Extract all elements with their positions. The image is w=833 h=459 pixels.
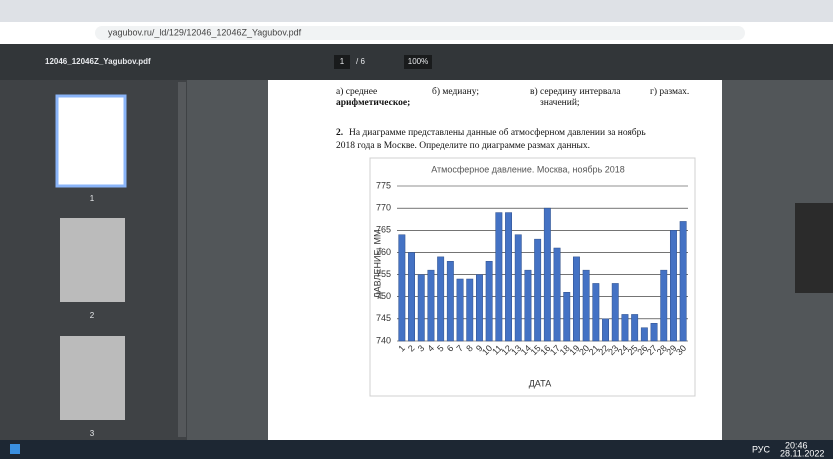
- thumbnail[interactable]: [60, 336, 125, 420]
- bar: [544, 208, 550, 341]
- bar: [515, 235, 521, 341]
- question-text: На диаграмме представлены данные об атмо…: [349, 127, 646, 138]
- language[interactable]: РУС: [752, 444, 771, 454]
- date[interactable]: 28.11.2022: [780, 448, 824, 458]
- file-name: 12046_12046Z_Yagubov.pdf: [45, 57, 151, 66]
- question-text: 2018 года в Москве. Определите по диагра…: [336, 141, 590, 151]
- y-tick-label: 755: [376, 269, 391, 279]
- bar: [476, 275, 482, 341]
- y-tick-label: 745: [376, 313, 391, 323]
- bar: [593, 283, 599, 341]
- thumbnail-label: 1: [90, 194, 95, 203]
- y-tick-label: 765: [376, 225, 391, 235]
- bar: [631, 314, 637, 341]
- url[interactable]: yagubov.ru/_ld/129/12046_12046Z_Yagubov.…: [108, 27, 302, 37]
- thumbnail[interactable]: [60, 218, 125, 302]
- page-count: / 6: [356, 57, 365, 66]
- thumbnail-label: 2: [90, 311, 95, 320]
- option: в) середину интервала: [530, 86, 621, 97]
- bar: [622, 314, 628, 341]
- x-axis-label: ДАТА: [529, 378, 552, 388]
- chart-title: Атмосферное давление. Москва, ноябрь 201…: [431, 164, 625, 174]
- bar: [399, 235, 405, 341]
- bar: [651, 323, 657, 341]
- y-tick-label: 760: [376, 247, 391, 257]
- y-tick-label: 775: [376, 180, 391, 190]
- option: арифметическое;: [336, 97, 410, 108]
- page: yagubov.ru/_ld/129/12046_12046Z_Yagubov.…: [0, 0, 833, 459]
- bar: [496, 213, 502, 341]
- bar: [486, 261, 492, 341]
- screen: yagubov.ru/_ld/129/12046_12046Z_Yagubov.…: [0, 0, 833, 459]
- option: г) размах.: [650, 86, 689, 97]
- taskbar: [0, 440, 833, 459]
- bar: [641, 328, 647, 341]
- y-tick-label: 750: [376, 291, 391, 301]
- bar: [447, 261, 453, 341]
- option: а) среднее: [336, 86, 377, 97]
- bar: [564, 292, 570, 341]
- bar: [534, 239, 540, 341]
- bar: [554, 248, 560, 341]
- bar: [583, 270, 589, 341]
- scrollbar: [178, 82, 186, 437]
- bar: [661, 270, 667, 341]
- bar: [428, 270, 434, 341]
- question-number: 2.: [336, 128, 343, 138]
- thumbnail[interactable]: [57, 96, 125, 186]
- bar: [525, 270, 531, 341]
- tab-bar: [0, 0, 833, 22]
- bar: [467, 279, 473, 341]
- bar: [602, 319, 608, 341]
- y-axis-label: ДАВЛЕНИЕ, ММ: [372, 230, 382, 299]
- bar: [573, 257, 579, 341]
- start-button[interactable]: [10, 444, 20, 454]
- bar: [680, 221, 686, 341]
- zoom[interactable]: 100%: [408, 57, 428, 66]
- page-number[interactable]: 1: [340, 57, 345, 66]
- option: значений;: [540, 97, 580, 108]
- bar: [437, 257, 443, 341]
- popup: [795, 203, 833, 293]
- y-tick-label: 740: [376, 335, 391, 345]
- bar: [457, 279, 463, 341]
- bar: [505, 213, 511, 341]
- bar: [612, 283, 618, 341]
- bar: [408, 252, 414, 341]
- bar: [670, 230, 676, 341]
- thumbnail-label: 3: [90, 429, 95, 438]
- y-tick-label: 770: [376, 203, 391, 213]
- option: б) медиану;: [432, 86, 479, 97]
- bar: [418, 275, 424, 341]
